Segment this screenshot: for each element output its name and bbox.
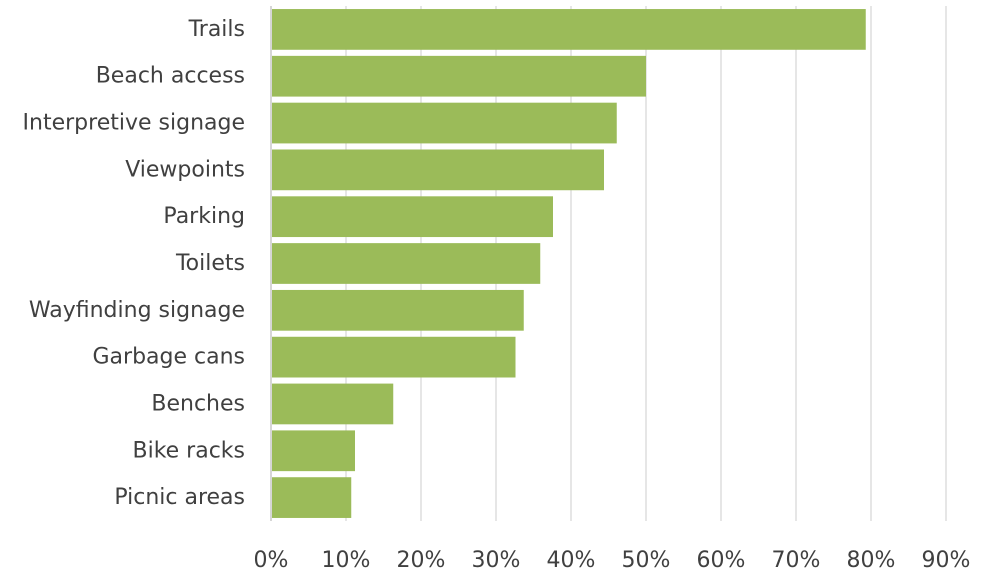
bar-garbage-cans	[272, 336, 516, 378]
x-tick-label-40: 40%	[547, 548, 596, 570]
category-label-picnic-areas: Picnic areas	[114, 485, 245, 510]
value-axis-tick-labels: 0% 10% 20% 30% 40% 50% 60% 70% 80% 90%	[254, 548, 971, 570]
bar-trails	[272, 9, 866, 50]
bar-picnic-areas	[272, 477, 352, 518]
category-label-benches: Benches	[151, 391, 245, 416]
bar-wayfinding-signage	[272, 289, 524, 331]
x-tick-label-20: 20%	[397, 548, 446, 570]
category-label-beach-access: Beach access	[96, 64, 245, 89]
bar-parking	[272, 196, 553, 238]
category-label-trails: Trails	[188, 17, 245, 42]
bar-benches	[272, 383, 394, 425]
x-tick-label-30: 30%	[472, 548, 521, 570]
x-tick-label-60: 60%	[697, 548, 746, 570]
category-labels: Trails Beach access Interpretive signage Vi…	[23, 17, 245, 510]
bars	[272, 9, 866, 518]
category-label-garbage-cans: Garbage cans	[93, 345, 246, 370]
category-label-bike-racks: Bike racks	[132, 438, 245, 463]
category-label-parking: Parking	[163, 204, 245, 229]
category-label-viewpoints: Viewpoints	[125, 157, 245, 182]
x-tick-label-10: 10%	[322, 548, 371, 570]
x-tick-label-50: 50%	[622, 548, 671, 570]
category-label-interpretive-signage: Interpretive signage	[23, 111, 245, 136]
category-label-toilets: Toilets	[175, 251, 245, 276]
bar-viewpoints	[272, 149, 604, 191]
x-tick-label-80: 80%	[847, 548, 896, 570]
bar-interpretive-signage	[272, 102, 617, 144]
x-tick-label-0: 0%	[254, 548, 289, 570]
bar-toilets	[272, 243, 541, 284]
x-tick-label-70: 70%	[772, 548, 821, 570]
x-tick-label-90: 90%	[922, 548, 971, 570]
bar-beach-access	[272, 55, 646, 97]
bar-bike-racks	[272, 430, 355, 472]
category-label-wayfinding-signage: Wayfinding signage	[29, 298, 245, 323]
